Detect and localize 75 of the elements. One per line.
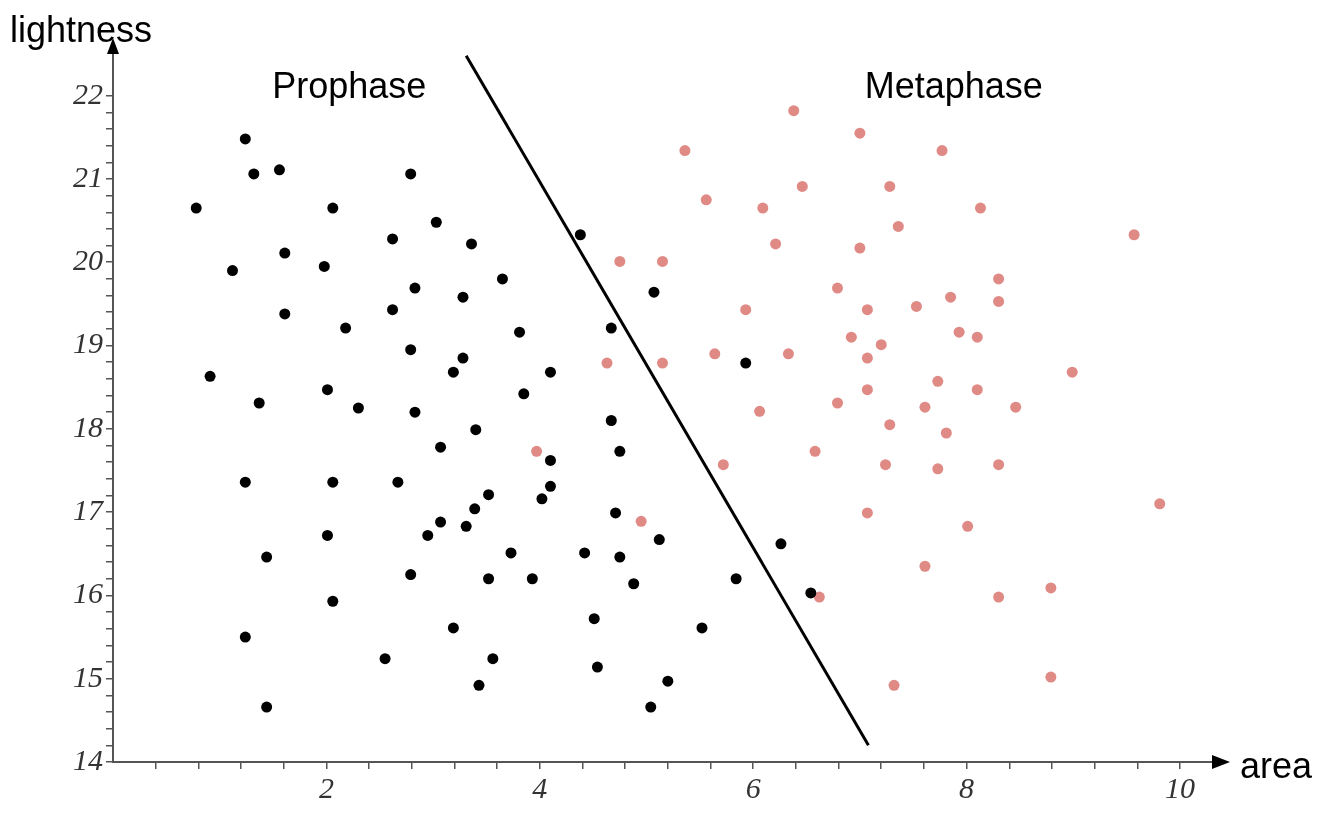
- x-tick-label: 8: [959, 770, 975, 804]
- point: [892, 220, 904, 232]
- point: [1045, 671, 1057, 683]
- x-tick-label: 10: [1164, 770, 1195, 804]
- point: [880, 459, 891, 471]
- point: [1066, 366, 1078, 378]
- y-axis-title: lightness: [10, 8, 153, 50]
- point: [936, 145, 948, 157]
- annotation: Metaphase: [864, 64, 1043, 106]
- point: [788, 105, 800, 117]
- point: [614, 255, 626, 267]
- point: [861, 352, 873, 364]
- point: [854, 127, 866, 139]
- point: [809, 445, 821, 457]
- point: [932, 463, 944, 475]
- y-tick-label: 19: [73, 326, 103, 360]
- point: [657, 255, 668, 267]
- x-tick-label: 6: [745, 770, 761, 804]
- y-tick-label: 15: [73, 659, 103, 693]
- x-tick-label: 2: [318, 770, 334, 804]
- point: [770, 238, 782, 250]
- point: [919, 560, 931, 572]
- point: [854, 242, 866, 254]
- point: [635, 515, 647, 527]
- point: [910, 300, 922, 312]
- point: [813, 591, 825, 603]
- point: [932, 375, 944, 387]
- point: [884, 419, 896, 431]
- x-axis-title: area: [1240, 744, 1314, 786]
- point: [1045, 582, 1057, 594]
- point: [1010, 401, 1022, 413]
- point: [700, 194, 712, 206]
- point: [796, 180, 808, 192]
- point: [945, 291, 957, 303]
- point: [953, 326, 965, 338]
- point: [1154, 498, 1166, 510]
- y-tick-label: 17: [73, 493, 105, 527]
- point: [679, 145, 691, 157]
- point: [709, 348, 721, 360]
- point: [971, 384, 983, 396]
- point: [861, 304, 873, 316]
- point: [757, 202, 769, 214]
- point: [993, 273, 1005, 285]
- point: [531, 445, 543, 457]
- point: [993, 459, 1005, 471]
- point: [740, 304, 752, 316]
- point: [919, 401, 931, 413]
- x-tick-label: 4: [532, 770, 548, 804]
- point: [831, 397, 843, 409]
- point: [993, 295, 1005, 307]
- y-tick-label: 21: [73, 159, 103, 193]
- point: [1128, 229, 1140, 241]
- point: [657, 357, 668, 369]
- point: [717, 459, 729, 471]
- y-tick-label: 16: [73, 576, 103, 610]
- point: [884, 180, 896, 192]
- point: [754, 405, 766, 417]
- point: [974, 202, 986, 214]
- point: [782, 348, 794, 360]
- point: [601, 357, 613, 369]
- point: [993, 591, 1005, 603]
- point: [875, 339, 887, 351]
- point: [861, 384, 873, 396]
- y-tick-label: 14: [73, 742, 103, 776]
- y-tick-label: 22: [73, 76, 103, 110]
- y-tick-label: 20: [73, 243, 103, 277]
- y-tick-label: 18: [73, 409, 103, 443]
- point: [971, 331, 983, 343]
- annotation: Prophase: [272, 64, 427, 106]
- point: [861, 507, 873, 519]
- point: [962, 520, 974, 532]
- point: [888, 679, 900, 691]
- point: [940, 427, 952, 439]
- point: [845, 331, 857, 343]
- point: [831, 282, 843, 294]
